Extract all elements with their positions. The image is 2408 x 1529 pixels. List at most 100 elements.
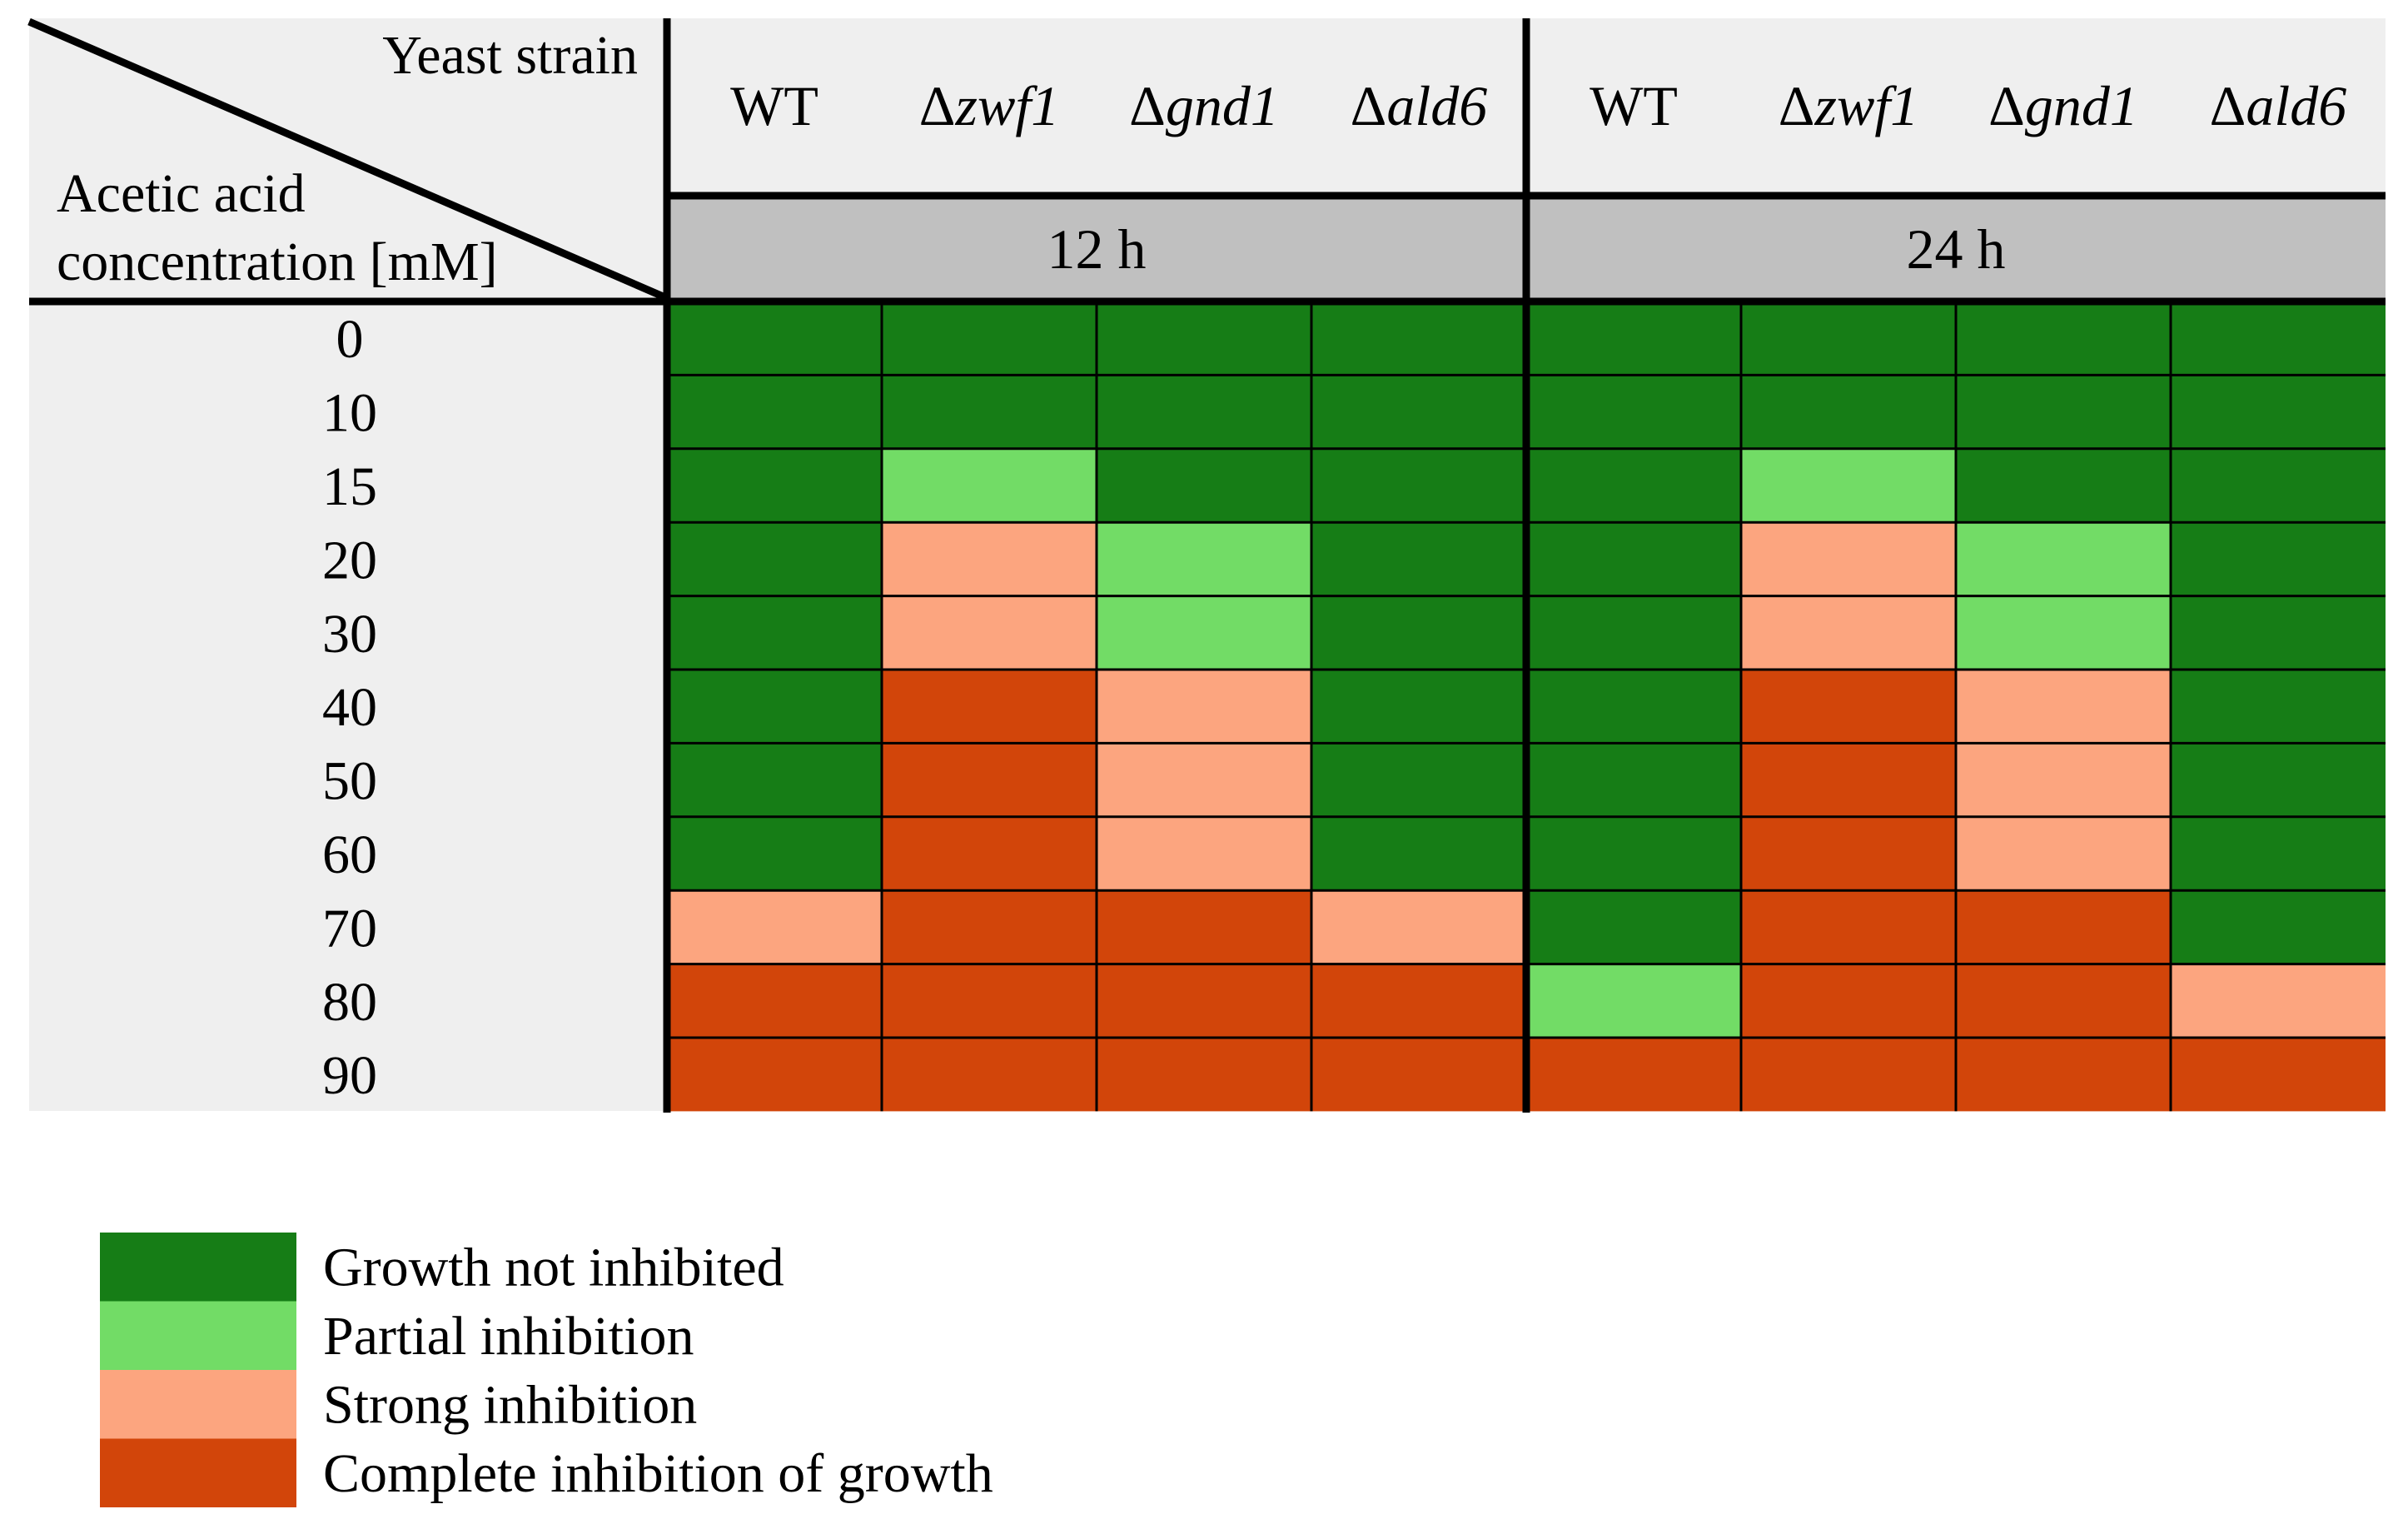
strain-label: Δald6	[1351, 74, 1488, 137]
strain-label: Δzwf1	[1779, 74, 1918, 137]
heatmap-cell	[1311, 522, 1526, 596]
heatmap-cell	[1097, 816, 1311, 891]
legend: Growth not inhibited Partial inhibition St…	[100, 1233, 993, 1507]
heatmap-cell	[1741, 890, 1956, 964]
strain-name: WT	[1590, 74, 1678, 137]
left-header-background	[29, 18, 667, 1111]
heatmap-cell	[667, 375, 882, 449]
strain-label: WT	[730, 74, 818, 137]
heatmap-cell	[1956, 964, 2171, 1038]
heatmap-cell	[882, 375, 1097, 449]
heatmap-cell	[1526, 816, 1741, 891]
heatmap-cell	[1526, 964, 1741, 1038]
heatmap-cell	[1526, 301, 1741, 376]
heatmap-cell	[1311, 595, 1526, 670]
heatmap-cell	[2171, 522, 2386, 596]
heatmap-cell	[882, 301, 1097, 376]
heatmap-cell	[1741, 522, 1956, 596]
strain-name: zwf1	[955, 74, 1060, 137]
heatmap-cell	[1741, 301, 1956, 376]
heatmap-cell	[1097, 522, 1311, 596]
heatmap-cell	[1741, 448, 1956, 523]
strain-delta-prefix: Δ	[1988, 74, 2025, 137]
heatmap-cell	[1097, 670, 1311, 744]
heatmap-cell	[1741, 816, 1956, 891]
strain-label: Δzwf1	[919, 74, 1059, 137]
heatmap-cell	[667, 522, 882, 596]
heatmap-cell	[1956, 448, 2171, 523]
heatmap-cell	[1311, 448, 1526, 523]
strain-delta-prefix: Δ	[1351, 74, 1387, 137]
heatmap-cell	[1097, 301, 1311, 376]
heatmap-cell	[2171, 670, 2386, 744]
concentration-row-labels: 0 10 15 20 30 40 50 60 70 80 90	[322, 309, 377, 1106]
strain-name: gnd1	[1166, 74, 1279, 137]
heatmap-cell	[1311, 301, 1526, 376]
legend-label: Growth not inhibited	[323, 1237, 784, 1297]
heatmap-cell	[1956, 743, 2171, 817]
heatmap-cell	[1956, 890, 2171, 964]
row-header-label-line-2: concentration [mM]	[57, 232, 498, 292]
heatmap-cell	[2171, 816, 2386, 891]
time-group-label: 24 h	[1907, 217, 2006, 281]
heatmap-cell	[2171, 890, 2386, 964]
heatmap-cell	[1526, 1038, 1741, 1112]
heatmap-cell	[667, 448, 882, 523]
heatmap-cell	[1956, 375, 2171, 449]
legend-label: Strong inhibition	[323, 1374, 697, 1435]
heatmap-cell	[1097, 890, 1311, 964]
strain-name: gnd1	[2025, 74, 2138, 137]
heatmap-cell	[1311, 890, 1526, 964]
heatmap-cell	[1526, 743, 1741, 817]
heatmap-cell	[1097, 448, 1311, 523]
heatmap-cell	[667, 890, 882, 964]
heatmap-cell	[1526, 595, 1741, 670]
heatmap-cell	[882, 670, 1097, 744]
heatmap-cell	[2171, 301, 2386, 376]
heatmap-cell	[667, 595, 882, 670]
corner-diagonal	[27, 17, 669, 302]
heatmap-cell	[1311, 375, 1526, 449]
heatmap-cell	[1097, 595, 1311, 670]
strain-delta-prefix: Δ	[2210, 74, 2246, 137]
heatmap-cell	[1311, 964, 1526, 1038]
heatmap-cell	[1097, 375, 1311, 449]
heatmap-cell	[882, 1038, 1097, 1112]
heatmap-cell	[1741, 1038, 1956, 1112]
concentration-label: 40	[322, 677, 377, 738]
heatmap-cell	[882, 448, 1097, 523]
heatmap-cell	[882, 522, 1097, 596]
heatmap-cell	[1526, 522, 1741, 596]
strain-label: Δgnd1	[1988, 74, 2138, 137]
heatmap-cell	[2171, 1038, 2386, 1112]
strain-delta-prefix: Δ	[1779, 74, 1815, 137]
heatmap-cell	[667, 743, 882, 817]
heatmap-cell	[1526, 375, 1741, 449]
heatmap-cell	[1526, 670, 1741, 744]
row-header-label-line-1: Acetic acid	[57, 163, 306, 224]
heatmap-cell	[667, 964, 882, 1038]
heatmap-cell	[1741, 670, 1956, 744]
concentration-label: 15	[322, 456, 377, 517]
time-band-24h	[1526, 196, 2386, 298]
time-band-12h	[667, 196, 1526, 298]
strain-label: WT	[1590, 74, 1678, 137]
time-group-labels: 12 h 24 h	[1047, 217, 2006, 281]
heatmap-cell	[667, 816, 882, 891]
heatmap-cells	[667, 301, 2386, 1112]
heatmap-cell	[1526, 448, 1741, 523]
strain-name: ald6	[1386, 74, 1487, 137]
strain-header-labels: WT Δzwf1 Δgnd1 Δald6 WT Δzwf1 Δgnd1 Δald6	[730, 74, 2346, 137]
heatmap-cell	[2171, 743, 2386, 817]
concentration-label: 30	[322, 604, 377, 665]
heatmap-cell	[1311, 816, 1526, 891]
time-group-label: 12 h	[1047, 217, 1147, 281]
concentration-label: 50	[322, 751, 377, 812]
heatmap-cell	[1956, 1038, 2171, 1112]
strain-label: Δgnd1	[1129, 74, 1279, 137]
concentration-label: 90	[322, 1045, 377, 1106]
heatmap-cell	[1956, 670, 2171, 744]
heatmap-cell	[1097, 743, 1311, 817]
heatmap-cell	[882, 595, 1097, 670]
